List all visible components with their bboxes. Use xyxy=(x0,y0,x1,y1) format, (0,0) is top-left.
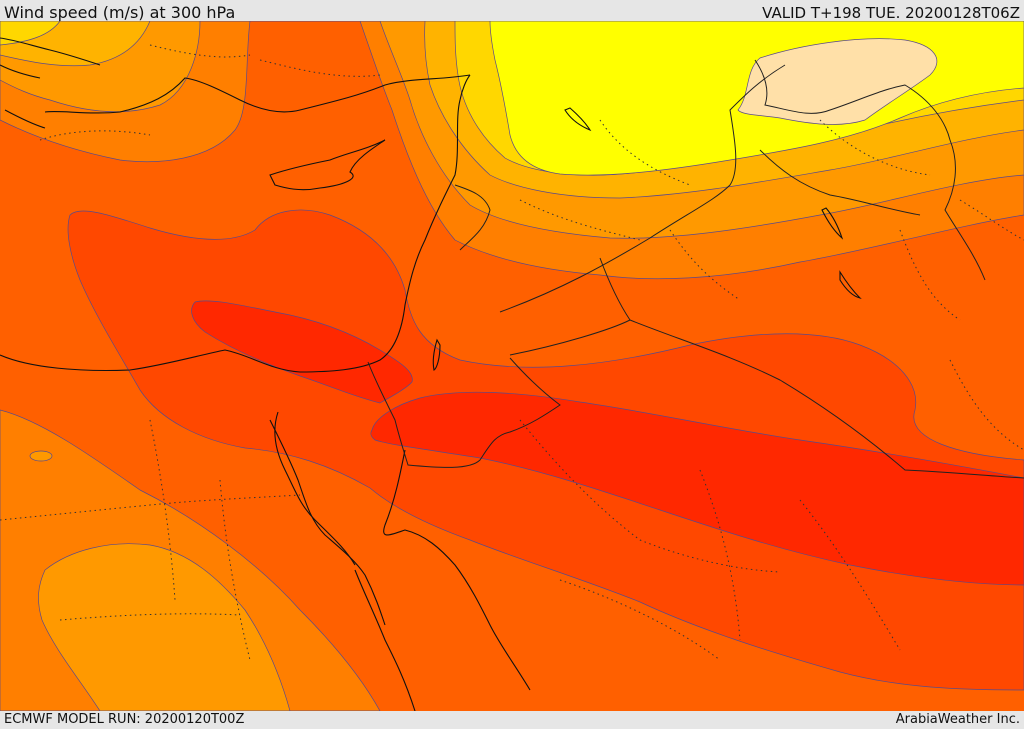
gulf-islands-coast xyxy=(821,207,862,300)
iran-coast-border xyxy=(759,149,921,216)
valid-time: VALID T+198 TUE. 20200128T06Z xyxy=(762,4,1020,22)
egypt-israel-border xyxy=(367,357,561,468)
model-run: ECMWF MODEL RUN: 20200120T00Z xyxy=(4,712,245,727)
map-title: Wind speed (m/s) at 300 hPa xyxy=(4,3,236,22)
iran-iraq-border xyxy=(754,59,986,281)
cyprus-coast xyxy=(269,139,386,191)
wind-speed-map xyxy=(0,21,1024,711)
sinai-west-coast xyxy=(274,411,356,566)
wind-band-jet-core xyxy=(191,300,1024,586)
gulf-of-suez-coast xyxy=(269,419,386,626)
dead-sea-coast xyxy=(432,338,441,371)
footer-bar: ECMWF MODEL RUN: 20200120T00Z ArabiaWeat… xyxy=(0,711,1024,729)
red-sea-west-coast xyxy=(354,569,416,711)
saudi-provinces xyxy=(519,419,901,661)
wind-patch-small xyxy=(29,450,53,462)
map-canvas xyxy=(0,21,1024,711)
eastern-mediterranean-coast xyxy=(0,74,471,373)
saudi-gulf-border xyxy=(629,319,1024,479)
anatolia-south-coast xyxy=(44,74,471,114)
lake-tharthar-coast xyxy=(564,107,592,132)
aegean-islands-coast xyxy=(0,37,101,129)
jordan-saudi-border xyxy=(509,257,631,356)
lebanon-syria-border xyxy=(454,184,491,251)
iraq-saudi-border xyxy=(499,64,786,313)
turkey-provinces xyxy=(39,44,381,141)
iraq-provinces xyxy=(519,119,741,301)
gulf-of-aqaba-coast xyxy=(383,449,531,691)
egypt-governorates xyxy=(0,419,301,661)
wind-band-north-1 xyxy=(737,38,938,125)
credit: ArabiaWeather Inc. xyxy=(895,712,1020,727)
header-bar: Wind speed (m/s) at 300 hPa VALID T+198 … xyxy=(0,0,1024,22)
wind-band-southwest-5 xyxy=(38,543,291,711)
